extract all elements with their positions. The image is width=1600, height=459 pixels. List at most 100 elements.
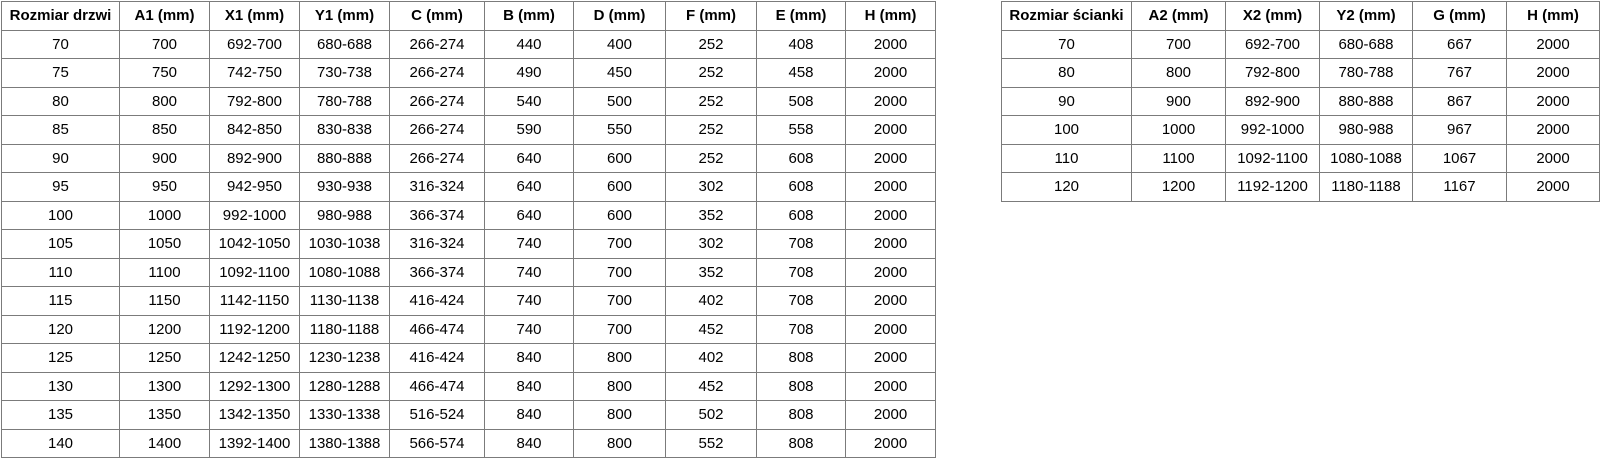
table-cell: 800 [119,86,210,116]
table-cell: 2000 [845,29,936,59]
wall-sizes-table: Rozmiar ścianki A2 (mm) X2 (mm) Y2 (mm) G (m… [1001,1,1600,202]
table-cell: 566-574 [389,428,485,458]
table-cell: 992-1000 [209,200,300,230]
table-cell: 900 [119,143,210,173]
table-cell: 1242-1250 [209,343,300,373]
table-cell: 730-738 [299,58,390,88]
table-cell: 1200 [1131,172,1226,202]
table-cell: 680-688 [1319,29,1413,59]
table-row: 95 950 942-950 930-938 316-324 640 600 302 608 20… [1,172,936,202]
door-table-header-row: Rozmiar drzwi A1 (mm) X1 (mm) Y1 (mm) C (mm)… [1,1,936,31]
table-cell: 1000 [1131,115,1226,145]
wall-table-header-row: Rozmiar ścianki A2 (mm) X2 (mm) Y2 (mm) G (m… [1001,1,1600,31]
table-row: 120 1200 1192-1200 1180-1188 1167 2000 [1001,172,1600,202]
table-cell: 2000 [1506,172,1600,202]
table-row: 130 1300 1292-1300 1280-1288 466-474 840 800 45… [1,371,936,401]
table-cell: 600 [573,172,666,202]
table-cell: 1030-1038 [299,229,390,259]
table-cell: 2000 [845,257,936,287]
table-cell: 880-888 [1319,86,1413,116]
table-cell: 608 [756,143,846,173]
table-cell: 1092-1100 [209,257,300,287]
table-cell: 808 [756,428,846,458]
table-cell: 840 [484,343,574,373]
table-cell: 120 [1001,172,1132,202]
table-cell: 2000 [845,343,936,373]
column-header: F (mm) [665,1,757,31]
table-cell: 366-374 [389,257,485,287]
table-cell: 800 [573,371,666,401]
table-cell: 80 [1001,58,1132,88]
table-cell: 1067 [1412,143,1507,173]
table-cell: 408 [756,29,846,59]
table-cell: 967 [1412,115,1507,145]
table-row: 125 1250 1242-1250 1230-1238 416-424 840 800 40… [1,343,936,373]
table-cell: 780-788 [299,86,390,116]
table-cell: 2000 [845,86,936,116]
table-cell: 792-800 [209,86,300,116]
table-cell: 75 [1,58,120,88]
table-cell: 740 [484,314,574,344]
table-cell: 640 [484,200,574,230]
table-cell: 352 [665,200,757,230]
table-cell: 266-274 [389,29,485,59]
table-row: 100 1000 992-1000 980-988 366-374 640 600 352 60… [1,200,936,230]
table-cell: 80 [1,86,120,116]
table-cell: 508 [756,86,846,116]
table-cell: 842-850 [209,115,300,145]
table-cell: 767 [1412,58,1507,88]
table-cell: 2000 [845,200,936,230]
column-header: Rozmiar ścianki [1001,1,1132,31]
table-cell: 366-374 [389,200,485,230]
table-cell: 808 [756,400,846,430]
table-cell: 266-274 [389,115,485,145]
table-cell: 1050 [119,229,210,259]
table-cell: 708 [756,257,846,287]
table-cell: 266-274 [389,58,485,88]
table-cell: 1400 [119,428,210,458]
table-cell: 1292-1300 [209,371,300,401]
table-cell: 266-274 [389,143,485,173]
table-row: 70 700 692-700 680-688 667 2000 [1001,29,1600,59]
table-cell: 1192-1200 [1225,172,1320,202]
table-cell: 266-274 [389,86,485,116]
table-cell: 2000 [1506,143,1600,173]
door-sizes-table: Rozmiar drzwi A1 (mm) X1 (mm) Y1 (mm) C (mm)… [1,1,936,458]
table-cell: 2000 [845,286,936,316]
table-cell: 750 [119,58,210,88]
table-cell: 600 [573,200,666,230]
table-cell: 692-700 [209,29,300,59]
table-cell: 608 [756,172,846,202]
table-cell: 95 [1,172,120,202]
table-cell: 980-988 [1319,115,1413,145]
table-cell: 808 [756,371,846,401]
table-cell: 2000 [1506,29,1600,59]
table-cell: 1080-1088 [299,257,390,287]
table-cell: 600 [573,143,666,173]
table-cell: 992-1000 [1225,115,1320,145]
table-cell: 1192-1200 [209,314,300,344]
table-cell: 640 [484,172,574,202]
table-cell: 1130-1138 [299,286,390,316]
table-row: 85 850 842-850 830-838 266-274 590 550 252 558 20… [1,115,936,145]
table-cell: 892-900 [209,143,300,173]
table-cell: 1342-1350 [209,400,300,430]
table-cell: 900 [1131,86,1226,116]
table-cell: 640 [484,143,574,173]
table-row: 100 1000 992-1000 980-988 967 2000 [1001,115,1600,145]
table-cell: 700 [1131,29,1226,59]
table-cell: 550 [573,115,666,145]
table-cell: 792-800 [1225,58,1320,88]
table-cell: 1392-1400 [209,428,300,458]
table-row: 140 1400 1392-1400 1380-1388 566-574 840 800 55… [1,428,936,458]
table-cell: 110 [1001,143,1132,173]
table-cell: 252 [665,143,757,173]
table-cell: 2000 [845,115,936,145]
table-cell: 950 [119,172,210,202]
table-cell: 830-838 [299,115,390,145]
table-cell: 316-324 [389,172,485,202]
table-cell: 252 [665,115,757,145]
table-row: 90 900 892-900 880-888 867 2000 [1001,86,1600,116]
table-cell: 742-750 [209,58,300,88]
table-cell: 740 [484,229,574,259]
